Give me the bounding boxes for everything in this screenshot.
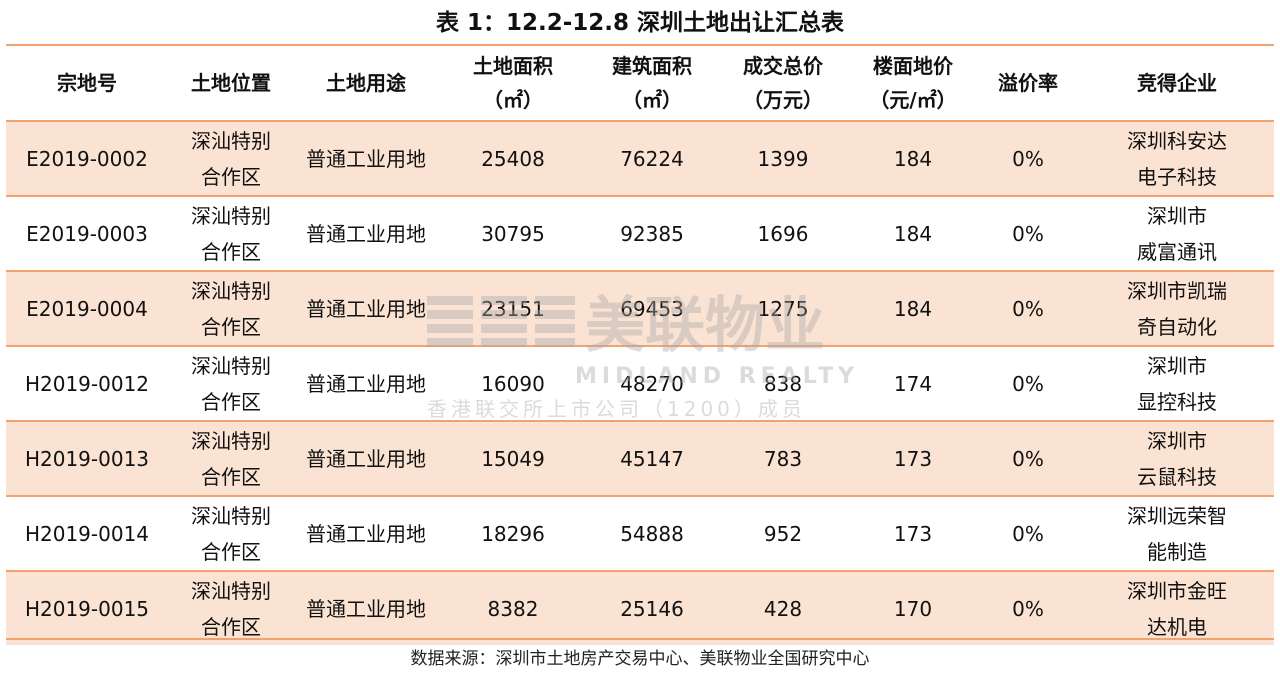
table-row: H2019-0013 深汕特别 合作区 普通工业用地 15049 45147 78… — [6, 421, 1274, 497]
cell-parcel-id: E2019-0004 — [6, 271, 168, 347]
cell-parcel-id: H2019-0015 — [6, 571, 168, 645]
cell-building-area: 25146 — [588, 571, 716, 645]
column-header-land-area: 土地面积 （㎡） — [438, 46, 588, 122]
cell-floor-price: 184 — [850, 121, 976, 197]
top-rule — [6, 44, 1274, 46]
cell-premium: 0% — [976, 271, 1080, 347]
cell-use: 普通工业用地 — [294, 121, 438, 197]
cell-location: 深汕特别 合作区 — [168, 571, 294, 645]
cell-land-area: 18296 — [438, 496, 588, 572]
table-row: E2019-0003 深汕特别 合作区 普通工业用地 30795 92385 16… — [6, 196, 1274, 272]
cell-use: 普通工业用地 — [294, 346, 438, 422]
cell-winner: 深圳市凯瑞 奇自动化 — [1080, 271, 1274, 347]
column-header-parcel-id: 宗地号 — [6, 46, 168, 122]
cell-building-area: 54888 — [588, 496, 716, 572]
cell-floor-price: 173 — [850, 496, 976, 572]
cell-total-price: 783 — [716, 421, 850, 497]
cell-land-area: 25408 — [438, 121, 588, 197]
cell-location: 深汕特别 合作区 — [168, 196, 294, 272]
table-title: 表 1：12.2-12.8 深圳土地出让汇总表 — [435, 10, 845, 36]
table-row: H2019-0015 深汕特别 合作区 普通工业用地 8382 25146 428… — [6, 571, 1274, 645]
cell-winner: 深圳市 威富通讯 — [1080, 196, 1274, 272]
data-source-note: 数据来源：深圳市土地房产交易中心、美联物业全国研究中心 — [410, 649, 870, 669]
cell-premium: 0% — [976, 496, 1080, 572]
table-row: H2019-0012 深汕特别 合作区 普通工业用地 16090 48270 83… — [6, 346, 1274, 422]
cell-parcel-id: E2019-0003 — [6, 196, 168, 272]
cell-land-area: 16090 — [438, 346, 588, 422]
column-header-use: 土地用途 — [294, 46, 438, 122]
cell-winner: 深圳远荣智 能制造 — [1080, 496, 1274, 572]
cell-location: 深汕特别 合作区 — [168, 271, 294, 347]
cell-premium: 0% — [976, 421, 1080, 497]
cell-parcel-id: E2019-0002 — [6, 121, 168, 197]
cell-use: 普通工业用地 — [294, 496, 438, 572]
cell-total-price: 428 — [716, 571, 850, 645]
header-row: 宗地号 土地位置 土地用途 土地面积 （㎡） 建筑面积 （㎡） 成交总价 （万元） 楼… — [6, 46, 1274, 122]
cell-total-price: 838 — [716, 346, 850, 422]
cell-total-price: 1399 — [716, 121, 850, 197]
cell-floor-price: 184 — [850, 271, 976, 347]
cell-premium: 0% — [976, 346, 1080, 422]
cell-winner: 深圳市 显控科技 — [1080, 346, 1274, 422]
cell-use: 普通工业用地 — [294, 421, 438, 497]
land-transfer-table: 宗地号 土地位置 土地用途 土地面积 （㎡） 建筑面积 （㎡） 成交总价 （万元） 楼… — [6, 46, 1274, 645]
cell-parcel-id: H2019-0013 — [6, 421, 168, 497]
table-row: E2019-0002 深汕特别 合作区 普通工业用地 25408 76224 13… — [6, 121, 1274, 197]
bottom-rule — [6, 638, 1274, 640]
cell-land-area: 8382 — [438, 571, 588, 645]
cell-location: 深汕特别 合作区 — [168, 346, 294, 422]
cell-parcel-id: H2019-0012 — [6, 346, 168, 422]
cell-use: 普通工业用地 — [294, 271, 438, 347]
cell-floor-price: 174 — [850, 346, 976, 422]
cell-location: 深汕特别 合作区 — [168, 421, 294, 497]
cell-total-price: 1696 — [716, 196, 850, 272]
cell-building-area: 76224 — [588, 121, 716, 197]
cell-use: 普通工业用地 — [294, 571, 438, 645]
column-header-building-area: 建筑面积 （㎡） — [588, 46, 716, 122]
cell-building-area: 45147 — [588, 421, 716, 497]
cell-total-price: 952 — [716, 496, 850, 572]
cell-land-area: 23151 — [438, 271, 588, 347]
cell-floor-price: 173 — [850, 421, 976, 497]
column-header-total-price: 成交总价 （万元） — [716, 46, 850, 122]
cell-building-area: 92385 — [588, 196, 716, 272]
cell-floor-price: 170 — [850, 571, 976, 645]
column-header-location: 土地位置 — [168, 46, 294, 122]
cell-premium: 0% — [976, 196, 1080, 272]
table-row: E2019-0004 深汕特别 合作区 普通工业用地 23151 69453 12… — [6, 271, 1274, 347]
cell-winner: 深圳市 云鼠科技 — [1080, 421, 1274, 497]
cell-use: 普通工业用地 — [294, 196, 438, 272]
column-header-premium: 溢价率 — [976, 46, 1080, 122]
cell-building-area: 69453 — [588, 271, 716, 347]
cell-premium: 0% — [976, 121, 1080, 197]
cell-winner: 深圳市金旺 达机电 — [1080, 571, 1274, 645]
cell-winner: 深圳科安达 电子科技 — [1080, 121, 1274, 197]
column-header-floor-price: 楼面地价 （元/㎡） — [850, 46, 976, 122]
cell-location: 深汕特别 合作区 — [168, 496, 294, 572]
cell-parcel-id: H2019-0014 — [6, 496, 168, 572]
cell-land-area: 30795 — [438, 196, 588, 272]
table-row: H2019-0014 深汕特别 合作区 普通工业用地 18296 54888 95… — [6, 496, 1274, 572]
cell-premium: 0% — [976, 571, 1080, 645]
column-header-winner: 竞得企业 — [1080, 46, 1274, 122]
cell-total-price: 1275 — [716, 271, 850, 347]
cell-location: 深汕特别 合作区 — [168, 121, 294, 197]
cell-building-area: 48270 — [588, 346, 716, 422]
cell-floor-price: 184 — [850, 196, 976, 272]
cell-land-area: 15049 — [438, 421, 588, 497]
